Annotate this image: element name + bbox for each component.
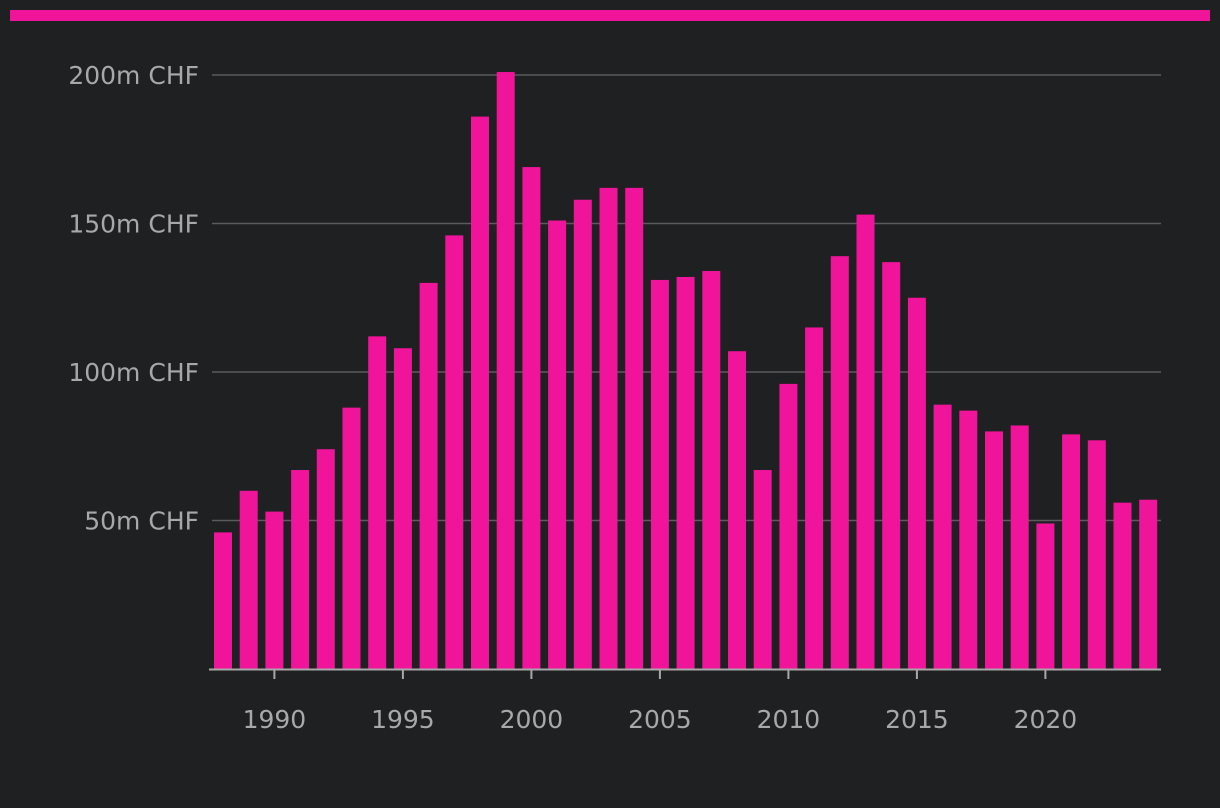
x-tick-label: 1990: [243, 705, 307, 734]
bar-2012: [830, 256, 849, 669]
bar-2018: [985, 431, 1003, 669]
bar-2016: [933, 404, 952, 669]
x-tick-label: 2010: [757, 705, 821, 734]
bar-1997: [445, 235, 464, 669]
y-tick-label: 200m CHF: [68, 61, 199, 90]
bar-2007: [702, 271, 721, 669]
bar-1998: [471, 116, 489, 669]
bar-2008: [728, 351, 746, 669]
bar-2004: [625, 187, 644, 670]
bar-1995: [393, 348, 412, 669]
bar-1989: [239, 490, 258, 669]
bar-2019: [1010, 425, 1029, 669]
bar-2002: [573, 199, 592, 670]
bar-2021: [1062, 434, 1081, 669]
bar-2013: [856, 214, 875, 669]
bar-1994: [368, 336, 387, 669]
bar-2009: [753, 470, 772, 669]
bar-2014: [882, 262, 901, 669]
bar-2005: [650, 279, 669, 669]
y-tick-label: 50m CHF: [84, 507, 199, 536]
y-tick-label: 150m CHF: [68, 210, 199, 239]
bar-2015: [907, 297, 926, 669]
bar-2024: [1139, 499, 1158, 669]
y-axis-ticks: 50m CHF 100m CHF 150m CHF 200m CHF: [68, 61, 199, 536]
x-tick-label: 2005: [628, 705, 692, 734]
bar-1992: [316, 449, 335, 669]
bar-2006: [676, 276, 695, 669]
y-tick-label: 100m CHF: [68, 358, 199, 387]
bar-2020: [1036, 523, 1055, 669]
bar-1990: [265, 511, 284, 669]
bar-2001: [548, 220, 567, 669]
bar-1999: [496, 72, 515, 669]
x-tick-label: 2000: [500, 705, 564, 734]
x-tick-label: 1995: [371, 705, 435, 734]
bar-2000: [522, 167, 541, 669]
bar-1991: [291, 470, 310, 669]
bar-2011: [805, 327, 824, 669]
bar-2022: [1087, 440, 1106, 669]
x-axis-ticks: 1990 1995 2000 2005 2010 2015 2020: [243, 669, 1078, 734]
bars: [214, 72, 1158, 670]
bar-1993: [342, 407, 361, 669]
bar-2003: [599, 187, 618, 670]
bar-2017: [959, 410, 978, 669]
x-tick-label: 2020: [1014, 705, 1078, 734]
bar-2010: [779, 383, 798, 669]
top-accent-bar: [10, 10, 1210, 21]
x-tick-label: 2015: [885, 705, 949, 734]
bar-1988: [214, 532, 232, 669]
bar-2023: [1113, 502, 1132, 669]
bar-1996: [419, 282, 438, 669]
